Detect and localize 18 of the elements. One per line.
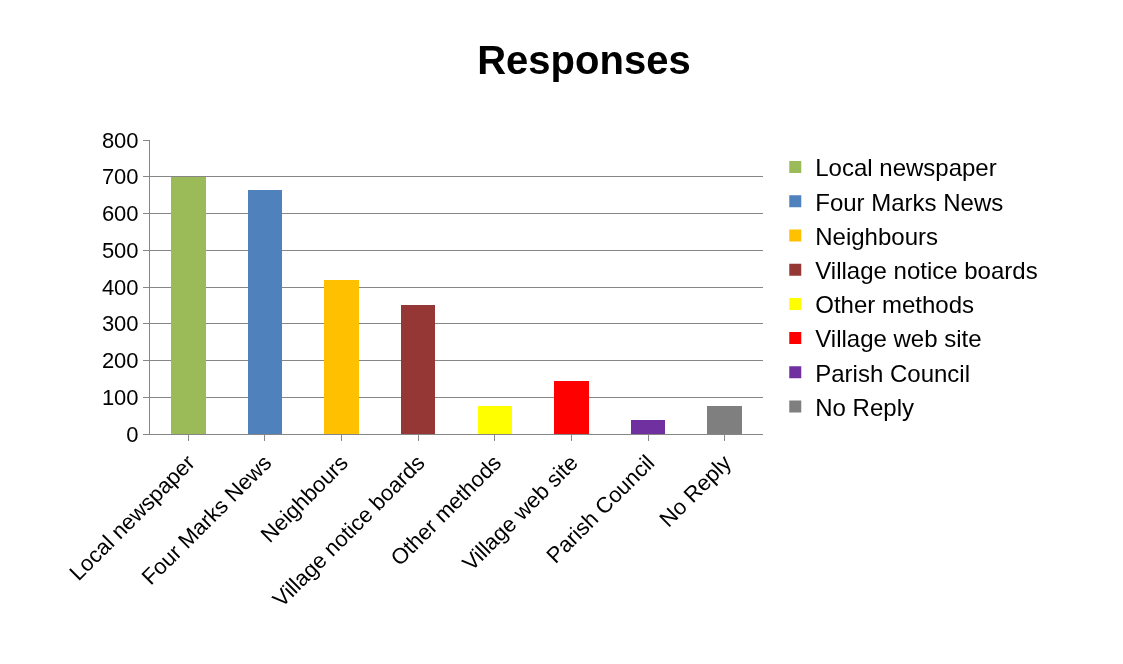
legend-label: Local newspaper xyxy=(815,154,997,182)
legend-label: Parish Council xyxy=(815,359,970,387)
y-tick-label: 100 xyxy=(101,384,139,410)
legend-label: Other methods xyxy=(815,291,975,319)
y-tick-label: 300 xyxy=(101,311,139,337)
chart-title: Responses xyxy=(477,38,691,83)
y-tick-label: 400 xyxy=(101,274,139,300)
y-tick-label: 800 xyxy=(101,127,139,153)
y-tick-label: 500 xyxy=(101,237,139,263)
legend-label: Neighbours xyxy=(815,222,939,250)
legend-label: Four Marks News xyxy=(815,188,1004,216)
y-tick-label: 600 xyxy=(101,201,139,227)
y-tick-label: 200 xyxy=(101,348,139,374)
legend-label: Village web site xyxy=(815,325,982,353)
y-tick-label: 0 xyxy=(126,421,139,447)
y-tick-label: 700 xyxy=(101,164,139,190)
legend-label: Village notice boards xyxy=(815,257,1038,285)
legend-label: No Reply xyxy=(815,393,914,421)
